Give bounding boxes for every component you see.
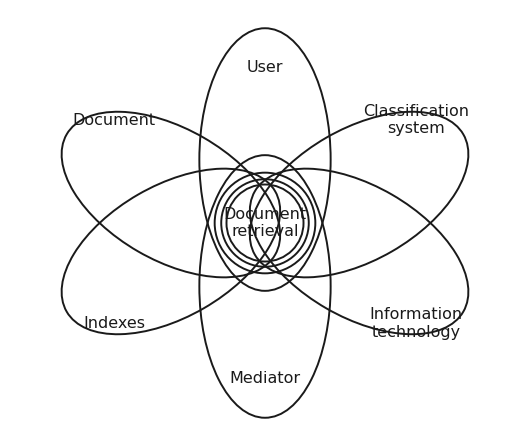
Text: Document
retrieval: Document retrieval (224, 207, 306, 239)
Text: Indexes: Indexes (83, 316, 145, 331)
Text: Classification
system: Classification system (363, 104, 469, 136)
Text: Document: Document (73, 113, 156, 128)
Text: Information
technology: Information technology (369, 307, 463, 340)
Text: Mediator: Mediator (229, 371, 301, 386)
Text: User: User (247, 60, 283, 75)
